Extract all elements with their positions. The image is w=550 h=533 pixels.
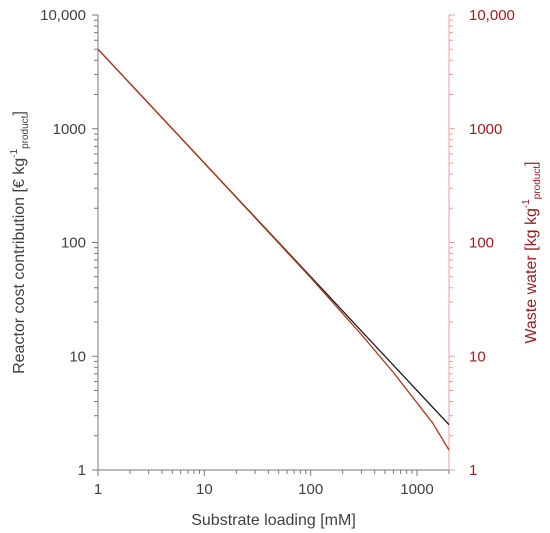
left-tick-label: 10,000 [40,7,86,24]
right-axis-title: Waste water [kg kg-1product] [521,161,543,343]
left-axis-title-superscript: -1 [9,148,20,157]
right-axis-title-main: Waste water [kg kg [523,208,540,343]
left-tick-label: 100 [61,235,86,252]
left-tick-label: 1000 [53,121,86,138]
left-axis-title-close: ] [11,111,28,115]
x-axis-title: Substrate loading [mM] [191,512,356,529]
right-axis-title-close: ] [523,161,540,165]
right-tick-label: 1000 [469,121,502,138]
right-tick-label: 10 [469,348,486,365]
right-tick-label: 100 [469,235,494,252]
left-tick-label: 1 [78,462,86,479]
series-line-2 [97,48,450,451]
axis-labels: 1 10 100 1000 1 10 100 1000 10,000 1 10 100 1000 10,0… [9,7,543,529]
axes [97,15,450,471]
left-axis-title-subscript: product [20,115,31,149]
x-tick-label: 1000 [400,481,433,498]
right-axis-title-subscript: product [532,166,543,200]
ticks [92,14,455,476]
right-tick-label: 1 [469,462,477,479]
x-tick-label: 1 [94,481,102,498]
left-axis-title-main: Reactor cost contribution [€ kg [11,158,28,374]
left-axis-title: Reactor cost contribution [€ kg-1product… [9,111,31,374]
right-axis-title-superscript: -1 [521,199,532,208]
right-tick-label: 10,000 [469,7,515,24]
left-tick-label: 10 [69,348,86,365]
x-tick-label: 100 [298,481,323,498]
x-tick-label: 10 [196,481,213,498]
series [97,48,450,451]
